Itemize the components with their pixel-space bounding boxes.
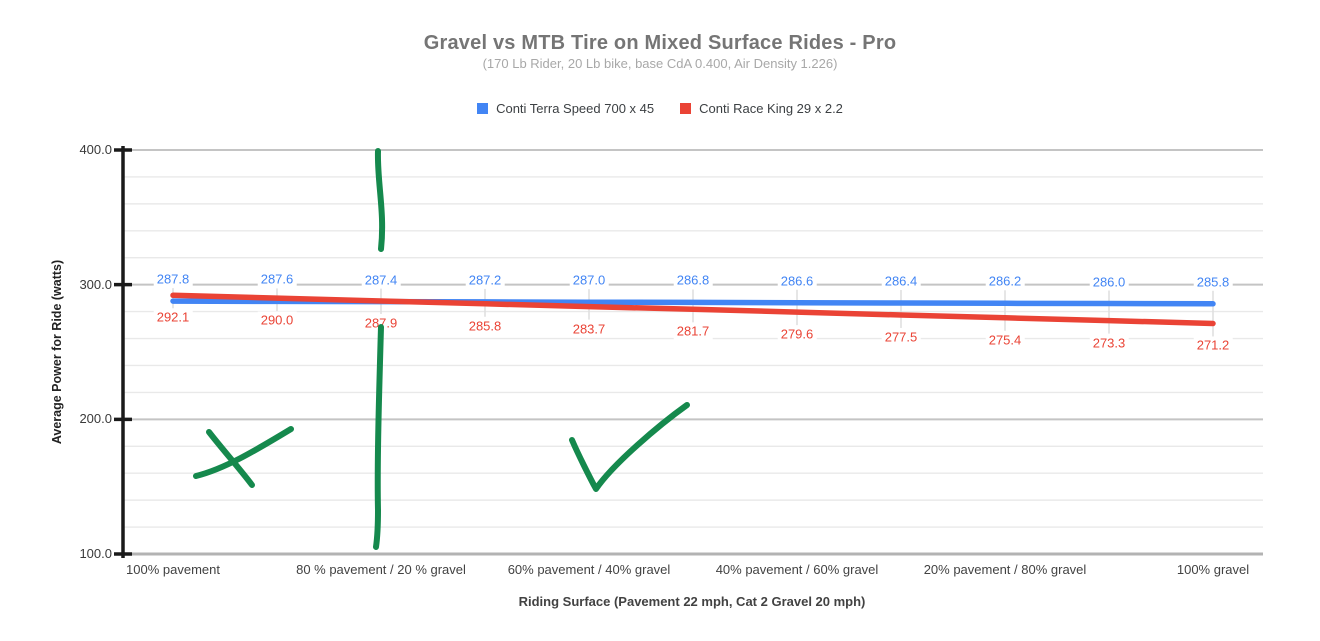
series-swatch-icon [477, 102, 489, 114]
pen-vertical-line-lower [373, 324, 384, 550]
legend-label: Conti Race King 29 x 2.2 [699, 100, 843, 116]
legend-label: Conti Terra Speed 700 x 45 [496, 100, 655, 116]
pen-check-mark [569, 402, 690, 492]
series-line-1 [170, 292, 1216, 327]
series-swatch-icon [680, 102, 692, 114]
pen-x-mark-stroke-1 [206, 429, 255, 488]
pen-x-mark-stroke-2 [193, 426, 294, 479]
legend-item-race-king: Conti Race King 29 x 2.2 [680, 101, 843, 116]
pen-vertical-line-upper [374, 148, 386, 252]
legend: Conti Terra Speed 700 x 45 Conti Race Ki… [0, 100, 1320, 116]
chart-subtitle: (170 Lb Rider, 20 Lb bike, base CdA 0.40… [482, 56, 838, 71]
legend-item-terra-speed: Conti Terra Speed 700 x 45 [477, 101, 654, 116]
chart-title: Gravel vs MTB Tire on Mixed Surface Ride… [423, 32, 897, 54]
